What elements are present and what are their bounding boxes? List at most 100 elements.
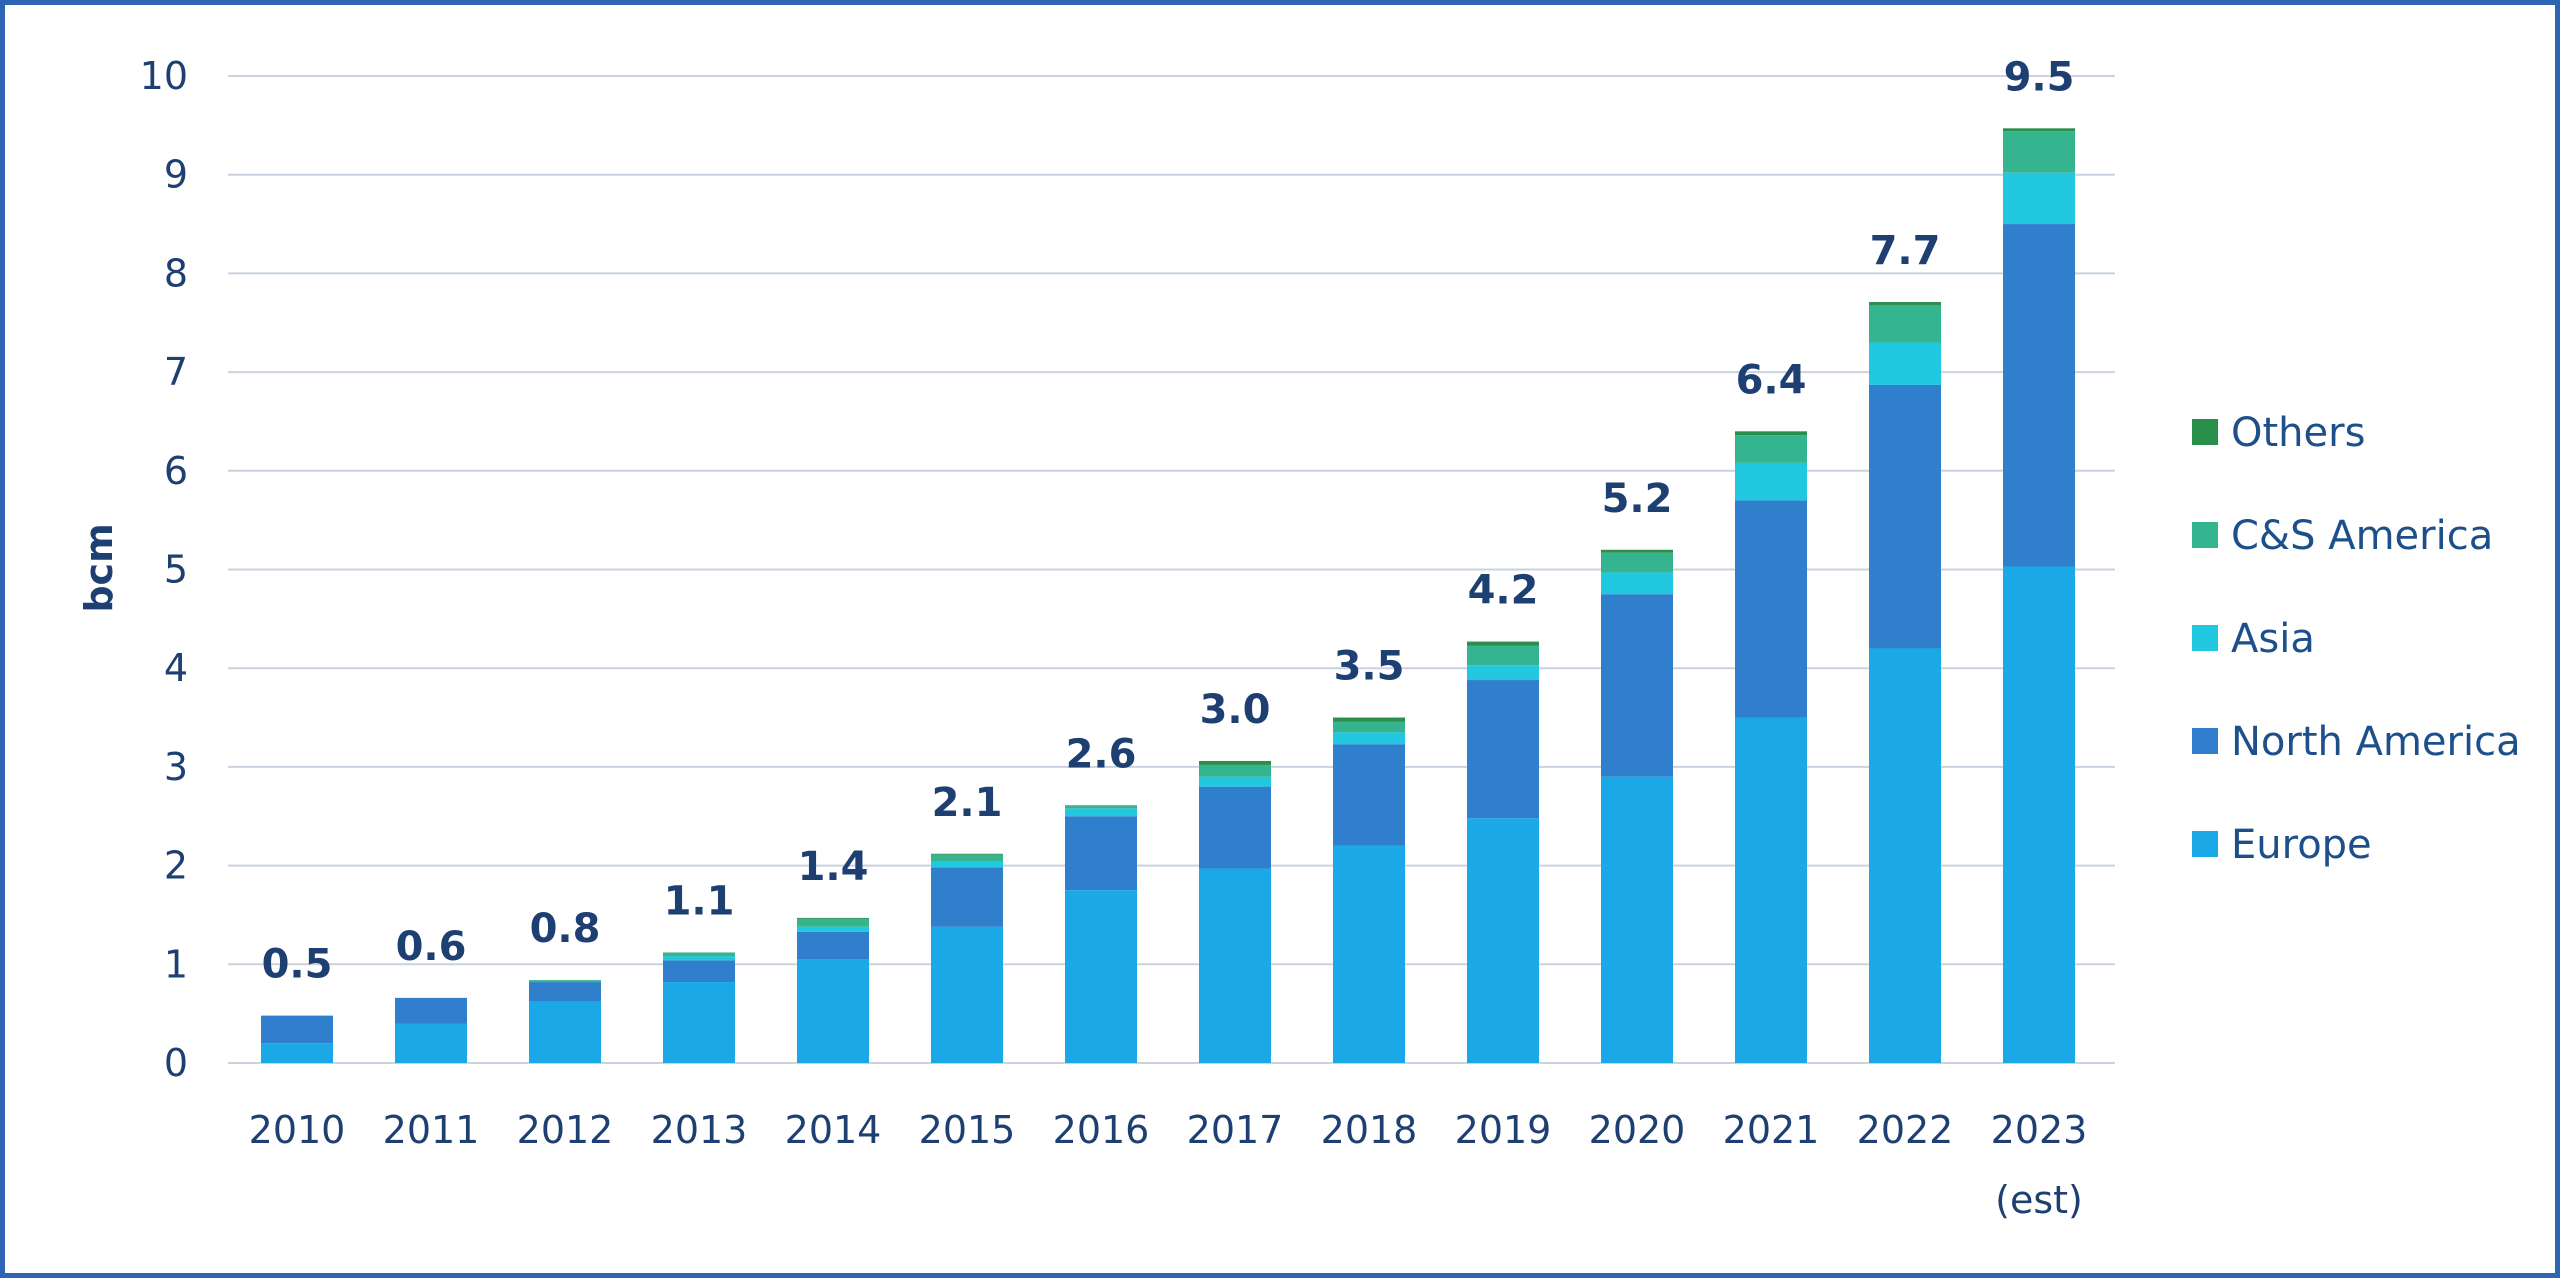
bar-segment-north-america xyxy=(529,982,601,1002)
x-tick-label: 2020 xyxy=(1589,1108,1686,1152)
x-tick-label: 2018 xyxy=(1321,1108,1418,1152)
bar-segment-others xyxy=(1199,760,1271,765)
bar-segment-asia xyxy=(1601,572,1673,595)
bar-segment-asia xyxy=(1333,732,1405,745)
y-tick-label: 7 xyxy=(164,350,188,394)
bar-segment-c-s-america xyxy=(1467,645,1539,666)
total-label: 1.4 xyxy=(798,844,869,890)
bar-segment-north-america xyxy=(1333,744,1405,846)
bar-segment-north-america xyxy=(395,997,467,1024)
bar-segment-north-america xyxy=(2003,224,2075,567)
bar-segment-asia xyxy=(2003,172,2075,225)
bar-segment-europe xyxy=(931,926,1003,1063)
bar-segment-europe xyxy=(797,959,869,1063)
x-tick-label: 2019 xyxy=(1455,1108,1552,1152)
legend-swatch-others xyxy=(2192,419,2218,445)
x-tick-label: 2022 xyxy=(1857,1108,1954,1152)
bar-segment-asia xyxy=(1735,462,1807,501)
y-tick-label: 3 xyxy=(164,745,188,789)
bar-segment-others xyxy=(931,853,1003,855)
bar-segment-c-s-america xyxy=(931,854,1003,862)
bar-segment-asia xyxy=(1869,342,1941,385)
y-tick-label: 6 xyxy=(164,449,188,493)
bar-segment-europe xyxy=(1869,648,1941,1063)
bar-segment-europe xyxy=(2003,566,2075,1063)
bar-segment-c-s-america xyxy=(1065,806,1137,809)
bar-segment-others xyxy=(1065,805,1137,807)
bar-segment-asia xyxy=(1065,808,1137,817)
bar-segment-others xyxy=(797,917,869,919)
x-tick-label: 2012 xyxy=(517,1108,614,1152)
bar-segment-europe xyxy=(395,1023,467,1063)
legend-label: Asia xyxy=(2231,616,2315,662)
total-label: 0.6 xyxy=(396,924,467,970)
total-label: 4.2 xyxy=(1468,568,1539,614)
x-tick-sublabel: (est) xyxy=(1995,1178,2083,1222)
bars xyxy=(261,128,2075,1063)
bar-segment-c-s-america xyxy=(1333,721,1405,733)
bar-segment-c-s-america xyxy=(1735,435,1807,463)
bar-segment-others xyxy=(1467,641,1539,646)
x-axis-ticks: 2010 2011 2012 2013 2014 2015 2016 2017 2018 2019… xyxy=(249,1108,2088,1222)
x-tick-label: 2011 xyxy=(383,1108,480,1152)
y-tick-label: 0 xyxy=(164,1041,188,1085)
bar-segment-europe xyxy=(1735,717,1807,1063)
bar-segment-c-s-america xyxy=(1869,304,1941,343)
bar-segment-c-s-america xyxy=(529,980,601,983)
y-tick-label: 1 xyxy=(164,942,188,986)
total-label: 1.1 xyxy=(664,878,735,924)
bar-segment-c-s-america xyxy=(797,918,869,927)
bar-segment-c-s-america xyxy=(1199,764,1271,777)
legend-swatch-north-america xyxy=(2192,728,2218,754)
bar-segment-others xyxy=(1735,431,1807,436)
bar-segment-north-america xyxy=(931,867,1003,927)
bar-segment-c-s-america xyxy=(1601,552,1673,573)
total-label: 0.8 xyxy=(530,906,601,952)
bar-segment-others xyxy=(1869,302,1941,305)
y-tick-label: 4 xyxy=(164,646,188,690)
bar-segment-asia xyxy=(931,861,1003,868)
x-tick-label: 2017 xyxy=(1187,1108,1284,1152)
legend-swatch-europe xyxy=(2192,831,2218,857)
bar-segment-europe xyxy=(1467,818,1539,1063)
bar-segment-europe xyxy=(261,1043,333,1063)
bar-segment-north-america xyxy=(1735,500,1807,718)
bar-segment-north-america xyxy=(797,931,869,960)
bar-segment-asia xyxy=(797,926,869,932)
total-label: 0.5 xyxy=(262,942,333,988)
total-label: 7.7 xyxy=(1870,228,1941,274)
y-axis-label: bcm xyxy=(77,523,121,612)
x-tick-label: 2010 xyxy=(249,1108,346,1152)
total-label: 6.4 xyxy=(1736,357,1807,403)
bar-segment-others xyxy=(1333,717,1405,722)
x-tick-label: 2014 xyxy=(785,1108,882,1152)
y-tick-label: 2 xyxy=(164,844,188,888)
gridlines xyxy=(228,75,2115,1064)
total-label: 2.1 xyxy=(932,780,1003,826)
bar-segment-europe xyxy=(663,982,735,1063)
bar-segment-north-america xyxy=(1467,680,1539,819)
x-tick-label: 2015 xyxy=(919,1108,1016,1152)
y-tick-label: 9 xyxy=(164,153,188,197)
bar-segment-north-america xyxy=(1869,384,1941,649)
total-labels: 0.5 0.6 0.8 1.1 1.4 2.1 2.6 3.0 3.5 4.2 5.2 6.4 7.7 9… xyxy=(262,54,2075,987)
legend-label: C&S America xyxy=(2231,513,2493,559)
bar-segment-north-america xyxy=(1601,594,1673,777)
bar-segment-north-america xyxy=(663,960,735,983)
bar-segment-north-america xyxy=(261,1015,333,1044)
y-tick-label: 5 xyxy=(164,548,188,592)
y-tick-label: 10 xyxy=(140,54,188,98)
total-label: 5.2 xyxy=(1602,476,1673,522)
bar-segment-others xyxy=(2003,128,2075,132)
bar-segment-europe xyxy=(1065,890,1137,1063)
y-axis-ticks: 0 1 2 3 4 5 6 7 8 9 10 xyxy=(140,54,188,1085)
x-tick-label: 2023 xyxy=(1991,1108,2088,1152)
bar-segment-others xyxy=(1601,549,1673,553)
x-tick-label: 2013 xyxy=(651,1108,748,1152)
bar-segment-north-america xyxy=(1065,816,1137,891)
total-label: 9.5 xyxy=(2004,54,2075,100)
total-label: 2.6 xyxy=(1066,731,1137,777)
bar-segment-c-s-america xyxy=(663,952,735,957)
